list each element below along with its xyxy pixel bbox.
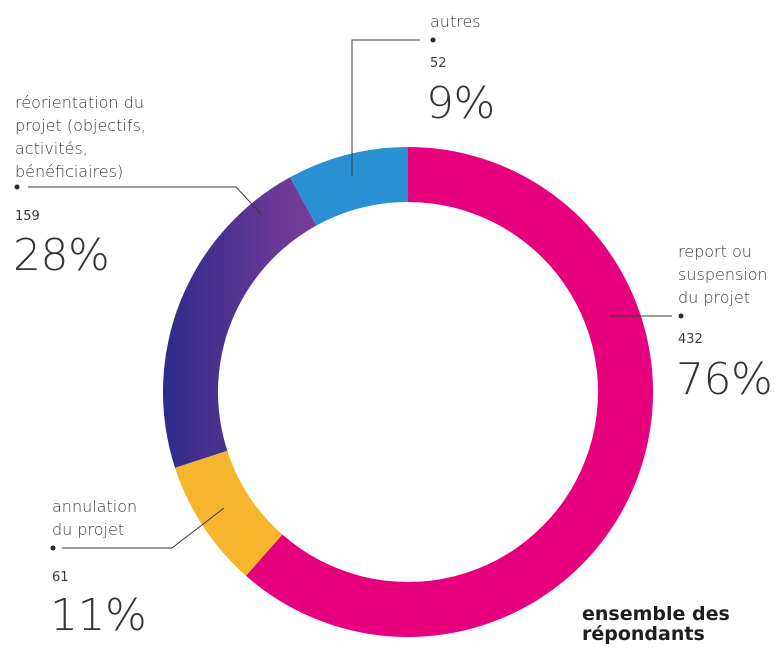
label-annulation: annulation du projet bbox=[52, 495, 137, 541]
leader-reorientation bbox=[28, 186, 263, 216]
label-reorientation-line-1: réorientation du bbox=[15, 93, 144, 112]
slice-report bbox=[245, 147, 653, 637]
label-annulation-line-2: du projet bbox=[52, 520, 125, 539]
slice-annulation bbox=[174, 450, 283, 576]
label-report-line-2: suspension bbox=[678, 265, 768, 284]
count-autres: 52 bbox=[430, 56, 447, 71]
label-reorientation: réorientation du projet (objectifs, acti… bbox=[15, 91, 146, 183]
slice-autres bbox=[289, 147, 408, 226]
label-reorientation-line-3: activités, bbox=[15, 139, 88, 158]
label-reorientation-line-4: bénéficiaires) bbox=[15, 162, 124, 181]
chart-caption: ensemble des répondants bbox=[582, 604, 730, 644]
count-report: 432 bbox=[678, 332, 703, 347]
label-report-line-3: du projet bbox=[678, 288, 751, 307]
leader-annulation-dot bbox=[50, 545, 56, 551]
count-reorientation: 159 bbox=[15, 209, 40, 224]
chart-caption-line-1: ensemble des bbox=[582, 603, 730, 625]
label-report-line-1: report ou bbox=[678, 242, 752, 261]
percent-autres: 9% bbox=[426, 78, 495, 129]
chart-caption-line-2: répondants bbox=[582, 623, 705, 645]
percent-report: 76% bbox=[676, 354, 773, 405]
label-report: report ou suspension du projet bbox=[678, 240, 768, 309]
leader-annulation bbox=[62, 507, 225, 549]
label-reorientation-line-2: projet (objectifs, bbox=[15, 116, 146, 135]
leader-reorientation-dot bbox=[14, 184, 20, 190]
leader-autres-dot bbox=[430, 37, 436, 43]
leader-autres bbox=[351, 39, 420, 176]
percent-annulation: 11% bbox=[50, 590, 147, 641]
percent-reorientation: 28% bbox=[13, 230, 110, 281]
label-annulation-line-1: annulation bbox=[52, 497, 138, 516]
leader-report-dot bbox=[678, 313, 684, 319]
label-autres: autres bbox=[430, 10, 481, 33]
label-autres-line-1: autres bbox=[430, 12, 481, 31]
count-annulation: 61 bbox=[52, 570, 69, 585]
slice-reorientation bbox=[163, 177, 317, 468]
